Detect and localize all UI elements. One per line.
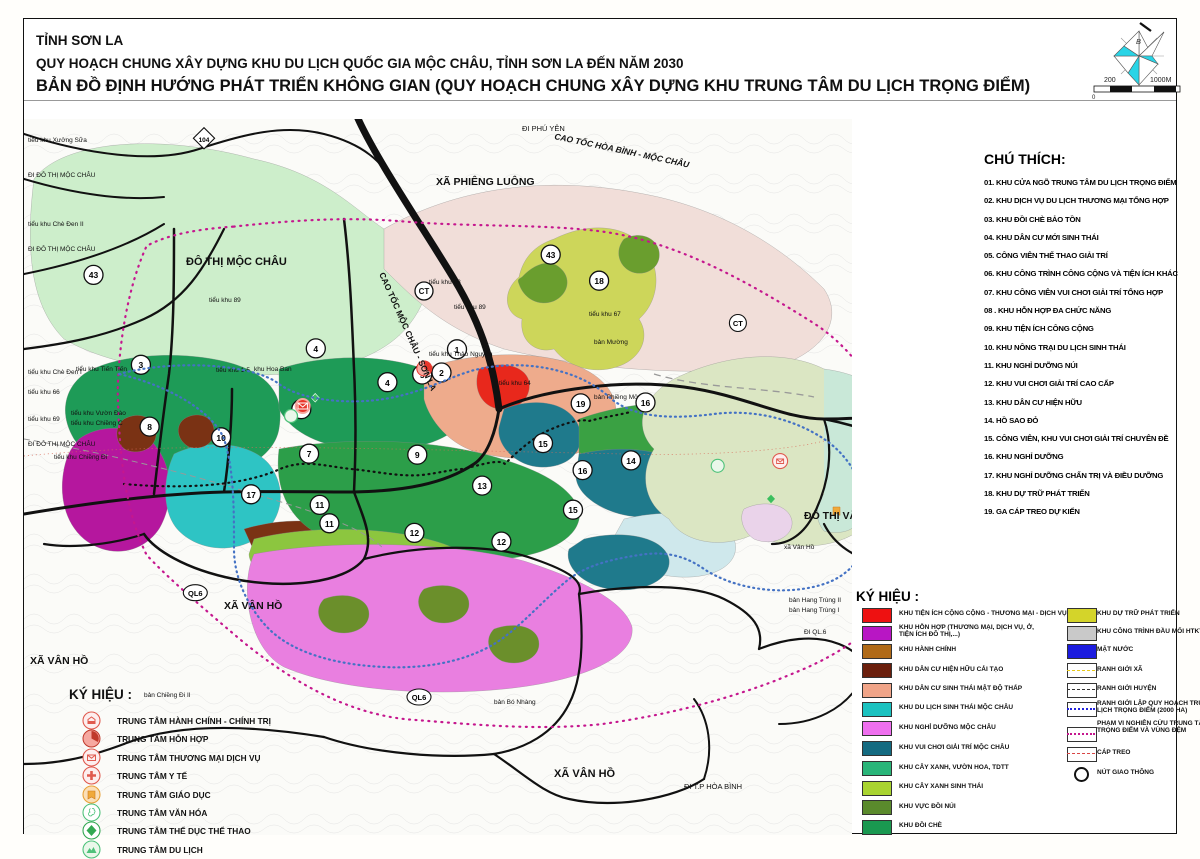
svg-text:17: 17 [246, 490, 256, 500]
svg-text:tiểu khu Xưởng Sữa: tiểu khu Xưởng Sữa [28, 136, 87, 144]
svg-text:2: 2 [439, 368, 444, 378]
svg-text:khu Hoa Ban: khu Hoa Ban [254, 366, 292, 373]
svg-text:ĐI T.P HÒA BÌNH: ĐI T.P HÒA BÌNH [684, 782, 742, 791]
svg-text:tiểu khu 89: tiểu khu 89 [454, 303, 486, 311]
svg-text:ĐÔ THỊ MỘC CHÂU: ĐÔ THỊ MỘC CHÂU [186, 255, 287, 268]
svg-text:B: B [1136, 37, 1141, 46]
svg-text:14: 14 [626, 456, 636, 466]
svg-text:7: 7 [307, 449, 312, 459]
svg-text:XÃ VÂN HỒ: XÃ VÂN HỒ [30, 654, 88, 667]
svg-text:19: 19 [576, 399, 586, 409]
svg-text:4: 4 [313, 344, 318, 354]
svg-text:8: 8 [147, 422, 152, 432]
svg-text:ĐI ĐÔ THỊ MỘC CHÂU: ĐI ĐÔ THỊ MỘC CHÂU [28, 170, 96, 179]
svg-text:XÃ PHIÊNG LUÔNG: XÃ PHIÊNG LUÔNG [436, 175, 535, 188]
svg-text:11: 11 [315, 500, 324, 510]
svg-text:15: 15 [568, 505, 578, 515]
svg-text:16: 16 [641, 398, 651, 408]
svg-text:43: 43 [546, 250, 556, 260]
svg-text:XÃ VÂN HỒ: XÃ VÂN HỒ [554, 767, 616, 780]
svg-text:4: 4 [385, 378, 390, 388]
svg-text:CT: CT [733, 319, 743, 328]
svg-text:tiểu khu 64: tiểu khu 64 [499, 379, 531, 387]
svg-text:12: 12 [497, 537, 507, 547]
svg-text:16: 16 [578, 466, 588, 476]
svg-text:tiểu khu 68: tiểu khu 68 [429, 278, 461, 286]
svg-text:43: 43 [89, 270, 99, 280]
svg-text:ĐI ĐÔ THỊ MỘC CHÂU: ĐI ĐÔ THỊ MỘC CHÂU [28, 439, 96, 448]
svg-text:1000M: 1000M [1150, 77, 1172, 84]
svg-text:tiểu khu 67: tiểu khu 67 [589, 310, 621, 318]
svg-text:tiểu khu Chiềng C: tiểu khu Chiềng C [71, 418, 123, 427]
svg-text:QL6: QL6 [188, 589, 203, 598]
svg-text:0: 0 [1092, 95, 1096, 101]
svg-text:18: 18 [594, 276, 604, 286]
svg-text:bản Bó Nhàng: bản Bó Nhàng [494, 699, 536, 706]
svg-text:104: 104 [199, 137, 210, 144]
svg-text:tiểu khu Chiềng Đi: tiểu khu Chiềng Đi [54, 452, 107, 461]
svg-text:13: 13 [477, 481, 487, 491]
svg-text:tiểu khu Vườn Đào: tiểu khu Vườn Đào [71, 409, 126, 417]
svg-text:tiểu khu Thảo Nguyên: tiểu khu Thảo Nguyên [429, 350, 493, 358]
svg-text:bản Hang Trùng II: bản Hang Trùng II [789, 597, 841, 604]
svg-text:bản Phiềng Mở: bản Phiềng Mở [594, 392, 639, 401]
svg-text:bản Chiềng Đi II: bản Chiềng Đi II [144, 690, 191, 699]
svg-text:tiểu khu Chè Đen II: tiểu khu Chè Đen II [28, 220, 84, 228]
svg-text:tiểu khu Tiến Tiến: tiểu khu Tiến Tiến [76, 364, 127, 373]
svg-text:tiểu khu 89: tiểu khu 89 [209, 296, 241, 304]
svg-text:CT: CT [419, 287, 430, 296]
svg-text:tiểu khu Chè Đen I: tiểu khu Chè Đen I [28, 368, 82, 376]
svg-text:9: 9 [415, 450, 420, 460]
svg-text:12: 12 [410, 528, 420, 538]
svg-text:200: 200 [1104, 77, 1116, 84]
svg-text:ĐI ĐÔ THỊ MỘC CHÂU: ĐI ĐÔ THỊ MỘC CHÂU [28, 244, 96, 253]
svg-text:bản Mường: bản Mường [594, 339, 628, 346]
svg-text:tiểu khu 69: tiểu khu 69 [28, 415, 60, 423]
svg-text:QL6: QL6 [412, 693, 427, 702]
svg-text:XÃ VÂN HỒ: XÃ VÂN HỒ [224, 599, 282, 612]
svg-text:tiểu khu 66: tiểu khu 66 [28, 388, 60, 396]
svg-text:ĐI QL.6: ĐI QL.6 [804, 629, 827, 636]
svg-text:15: 15 [538, 439, 548, 449]
svg-text:bản Hang Trùng I: bản Hang Trùng I [789, 607, 839, 614]
svg-text:11: 11 [325, 519, 334, 529]
svg-text:xã Vân Hồ: xã Vân Hồ [784, 542, 815, 551]
svg-text:ĐÔ THỊ VÂN HỒ: ĐÔ THỊ VÂN HỒ [804, 509, 852, 522]
